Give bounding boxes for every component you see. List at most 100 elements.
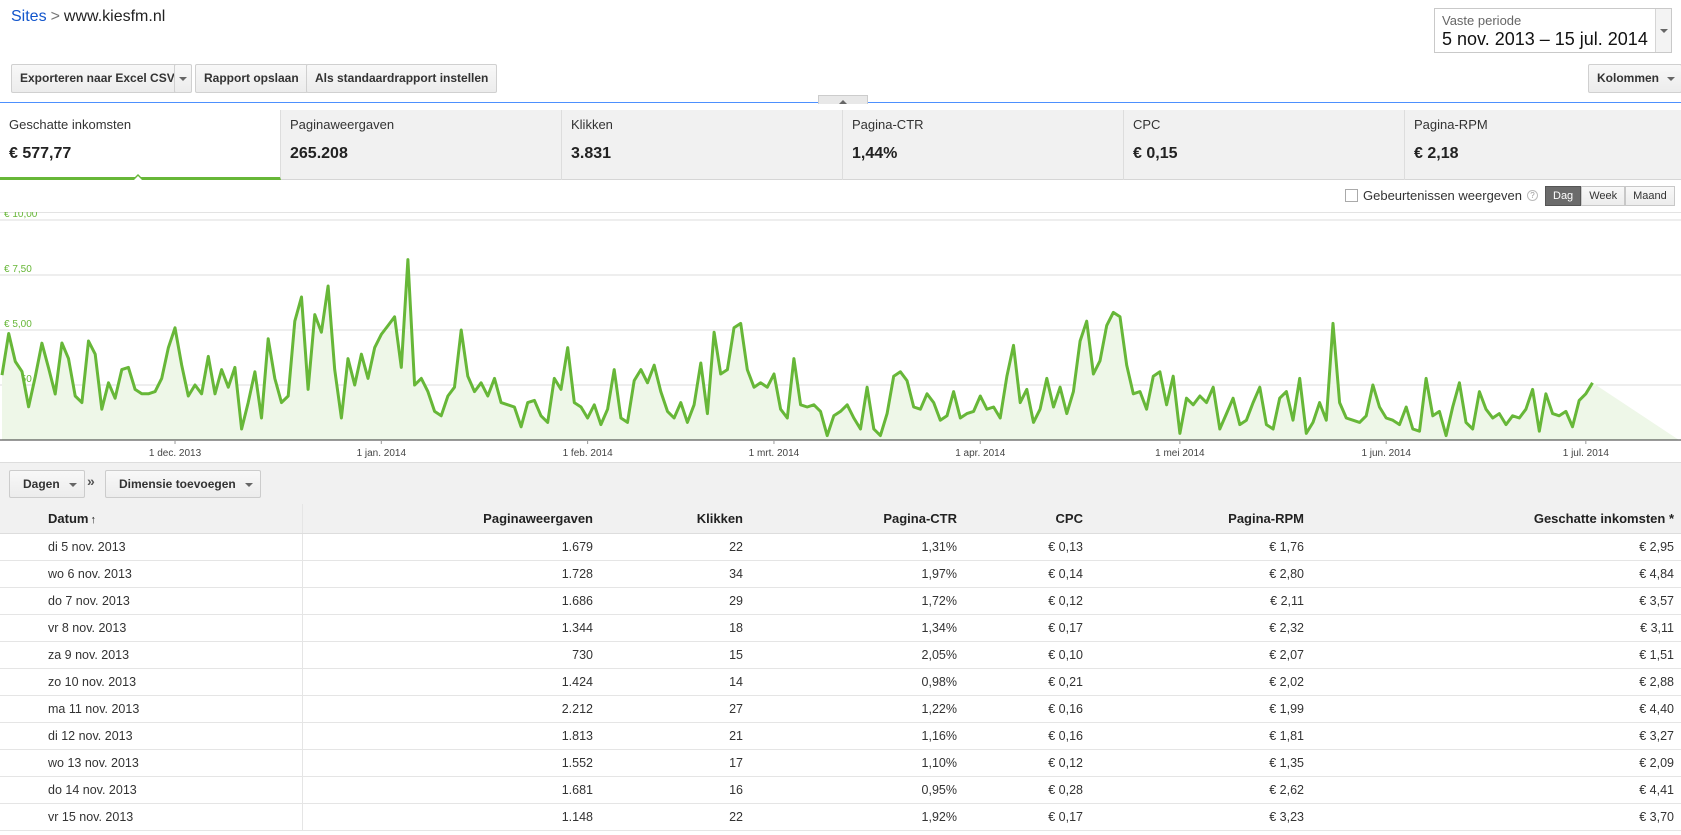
x-tick-label: 1 dec. 2013 bbox=[149, 448, 202, 459]
columns-dropdown[interactable]: Kolommen bbox=[1588, 64, 1681, 93]
scorecard-value: 3.831 bbox=[571, 145, 612, 162]
cell-page-ctr: 1,10% bbox=[750, 749, 964, 777]
cell-page-ctr: 1,92% bbox=[750, 803, 964, 831]
cell-page-rpm: € 3,23 bbox=[1090, 803, 1311, 831]
table-row: za 9 nov. 2013 730 15 2,05% € 0,10 € 2,07 € 1,… bbox=[0, 641, 1681, 669]
cell-estimated-earnings: € 4,41 bbox=[1311, 776, 1681, 804]
cell-page-ctr: 1,72% bbox=[750, 587, 964, 615]
column-header-estimated-earnings[interactable]: Geschatte inkomsten * bbox=[1311, 504, 1681, 534]
column-header-page-rpm[interactable]: Pagina-RPM bbox=[1090, 504, 1311, 534]
save-report-button[interactable]: Rapport opslaan bbox=[195, 64, 308, 93]
table-row: vr 15 nov. 2013 1.148 22 1,92% € 0,17 € 3,23 €… bbox=[0, 803, 1681, 831]
cell-date: za 9 nov. 2013 bbox=[0, 641, 303, 669]
columns-label: Kolommen bbox=[1597, 71, 1660, 85]
cell-estimated-earnings: € 2,95 bbox=[1311, 533, 1681, 561]
cell-pageviews: 1.813 bbox=[302, 722, 600, 750]
cell-date: di 12 nov. 2013 bbox=[0, 722, 303, 750]
set-default-report-button[interactable]: Als standaardrapport instellen bbox=[306, 64, 498, 93]
cell-pageviews: 1.686 bbox=[302, 587, 600, 615]
table-body: di 5 nov. 2013 1.679 22 1,31% € 0,13 € 1,76 € … bbox=[0, 533, 1681, 831]
granularity-month-button[interactable]: Maand bbox=[1625, 186, 1675, 206]
cell-clicks: 22 bbox=[600, 533, 750, 561]
column-header-cpc[interactable]: CPC bbox=[964, 504, 1090, 534]
column-header-pageviews[interactable]: Paginaweergaven bbox=[302, 504, 600, 534]
cell-page-rpm: € 1,99 bbox=[1090, 695, 1311, 723]
x-tick-label: 1 feb. 2014 bbox=[563, 448, 613, 459]
breadcrumb-sites-link[interactable]: Sites bbox=[11, 8, 47, 25]
cell-cpc: € 0,12 bbox=[964, 749, 1090, 777]
table-row: wo 13 nov. 2013 1.552 17 1,10% € 0,12 € 1,35 €… bbox=[0, 749, 1681, 777]
x-tick-label: 1 mei 2014 bbox=[1155, 448, 1205, 459]
column-header-date[interactable]: Datum ↑ bbox=[0, 504, 303, 534]
cell-cpc: € 0,10 bbox=[964, 641, 1090, 669]
scorecard-cpc[interactable]: CPC € 0,15 bbox=[1124, 110, 1405, 180]
cell-page-rpm: € 1,35 bbox=[1090, 749, 1311, 777]
cell-estimated-earnings: € 4,84 bbox=[1311, 560, 1681, 588]
cell-page-ctr: 0,98% bbox=[750, 668, 964, 696]
y-tick-label: € 7,50 bbox=[4, 264, 32, 275]
cell-date: do 14 nov. 2013 bbox=[0, 776, 303, 804]
table-row: ma 11 nov. 2013 2.212 27 1,22% € 0,16 € 1,99 €… bbox=[0, 695, 1681, 723]
y-tick-label: € 5,00 bbox=[4, 319, 32, 330]
show-events-toggle[interactable]: Gebeurtenissen weergeven ? bbox=[1345, 188, 1538, 203]
collapse-chart-toggle[interactable] bbox=[818, 95, 868, 104]
breadcrumb: Sites > www.kiesfm.nl bbox=[11, 8, 165, 26]
cell-cpc: € 0,21 bbox=[964, 668, 1090, 696]
scorecard-clicks[interactable]: Klikken 3.831 bbox=[562, 110, 843, 180]
scorecard-value: € 2,18 bbox=[1414, 145, 1459, 162]
date-range-value: 5 nov. 2013 – 15 jul. 2014 bbox=[1442, 29, 1648, 49]
cell-pageviews: 1.344 bbox=[302, 614, 600, 642]
y-tick-label: € 10,00 bbox=[4, 212, 38, 220]
cell-page-rpm: € 2,07 bbox=[1090, 641, 1311, 669]
cell-date: vr 8 nov. 2013 bbox=[0, 614, 303, 642]
cell-pageviews: 1.424 bbox=[302, 668, 600, 696]
cell-page-rpm: € 2,02 bbox=[1090, 668, 1311, 696]
cell-page-rpm: € 1,76 bbox=[1090, 533, 1311, 561]
column-header-clicks[interactable]: Klikken bbox=[600, 504, 750, 534]
scorecard-value: 1,44% bbox=[852, 145, 898, 162]
cell-cpc: € 0,28 bbox=[964, 776, 1090, 804]
granularity-week-button[interactable]: Week bbox=[1581, 186, 1626, 206]
cell-pageviews: 1.681 bbox=[302, 776, 600, 804]
scorecard-pageviews[interactable]: Paginaweergaven 265.208 bbox=[281, 110, 562, 180]
scorecard-bar: Geschatte inkomsten € 577,77 Paginaweerg… bbox=[0, 110, 1681, 180]
granularity-day-button[interactable]: Dag bbox=[1545, 186, 1582, 206]
scorecard-page-ctr[interactable]: Pagina-CTR 1,44% bbox=[843, 110, 1124, 180]
table-header-row: Datum ↑ Paginaweergaven Klikken Pagina-CT… bbox=[0, 504, 1681, 534]
cell-clicks: 34 bbox=[600, 560, 750, 588]
cell-clicks: 21 bbox=[600, 722, 750, 750]
help-icon[interactable]: ? bbox=[1527, 190, 1538, 201]
scorecard-label: Klikken bbox=[571, 117, 613, 132]
scorecard-value: € 577,77 bbox=[9, 145, 72, 162]
cell-estimated-earnings: € 2,09 bbox=[1311, 749, 1681, 777]
scorecard-value: 265.208 bbox=[290, 145, 348, 162]
events-checkbox[interactable] bbox=[1345, 189, 1358, 202]
cell-estimated-earnings: € 3,27 bbox=[1311, 722, 1681, 750]
cell-page-rpm: € 2,80 bbox=[1090, 560, 1311, 588]
primary-dimension-dropdown[interactable]: Dagen bbox=[9, 470, 85, 498]
scorecard-page-rpm[interactable]: Pagina-RPM € 2,18 bbox=[1405, 110, 1681, 180]
cell-page-rpm: € 1,81 bbox=[1090, 722, 1311, 750]
cell-date: vr 15 nov. 2013 bbox=[0, 803, 303, 831]
chevron-down-icon[interactable] bbox=[1655, 9, 1671, 52]
date-range-picker[interactable]: Vaste periode 5 nov. 2013 – 15 jul. 2014 bbox=[1434, 8, 1672, 53]
report-table: Datum ↑ Paginaweergaven Klikken Pagina-CT… bbox=[0, 504, 1681, 831]
breadcrumb-current-site: www.kiesfm.nl bbox=[63, 8, 166, 25]
cell-pageviews: 730 bbox=[302, 641, 600, 669]
cell-estimated-earnings: € 4,40 bbox=[1311, 695, 1681, 723]
cell-clicks: 16 bbox=[600, 776, 750, 804]
export-options-dropdown[interactable] bbox=[174, 64, 192, 93]
cell-cpc: € 0,16 bbox=[964, 695, 1090, 723]
column-header-page-ctr[interactable]: Pagina-CTR bbox=[750, 504, 964, 534]
table-row: do 7 nov. 2013 1.686 29 1,72% € 0,12 € 2,11 € … bbox=[0, 587, 1681, 615]
sort-ascending-icon: ↑ bbox=[90, 513, 96, 526]
scorecard-estimated-earnings[interactable]: Geschatte inkomsten € 577,77 bbox=[0, 110, 281, 180]
cell-clicks: 22 bbox=[600, 803, 750, 831]
add-dimension-dropdown[interactable]: Dimensie toevoegen bbox=[105, 470, 261, 498]
chevron-down-icon bbox=[1667, 77, 1676, 85]
export-csv-button[interactable]: Exporteren naar Excel CSV bbox=[11, 64, 184, 93]
cell-estimated-earnings: € 1,51 bbox=[1311, 641, 1681, 669]
cell-date: di 5 nov. 2013 bbox=[0, 533, 303, 561]
table-row: do 14 nov. 2013 1.681 16 0,95% € 0,28 € 2,62 €… bbox=[0, 776, 1681, 804]
